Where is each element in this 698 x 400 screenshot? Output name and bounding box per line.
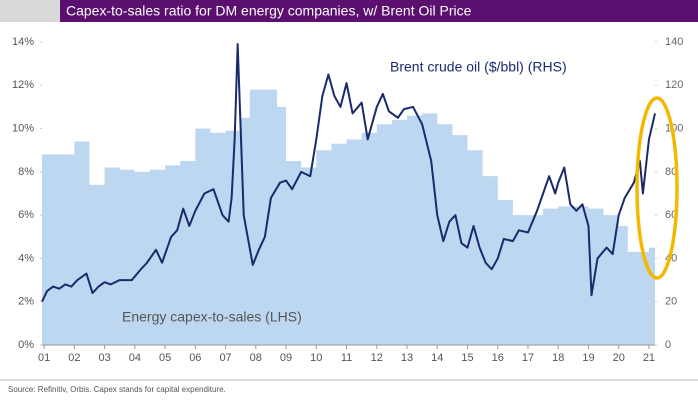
- y-tick-label: 2%: [18, 296, 34, 308]
- y2-tick-label: 0: [665, 339, 671, 351]
- highlight-ellipse: [635, 96, 679, 280]
- x-tick-label: 18: [552, 352, 564, 364]
- x-tick-label: 05: [159, 352, 171, 364]
- line-annotation: Brent crude oil ($/bbl) (RHS): [390, 59, 567, 75]
- area: [42, 89, 655, 345]
- y-tick-label: 4%: [18, 252, 34, 264]
- chart-title: Capex-to-sales ratio for DM energy compa…: [66, 3, 472, 19]
- source: Source: Refinitiv, Orbis. Capex stands f…: [8, 385, 226, 394]
- area-annotation: Energy capex-to-sales (LHS): [122, 309, 302, 325]
- y-tick-label: 10%: [12, 122, 34, 134]
- y-tick-label: 6%: [18, 209, 34, 221]
- x-tick-label: 03: [98, 352, 110, 364]
- x-tick-label: 20: [613, 352, 625, 364]
- y-tick-label: 14%: [12, 36, 34, 48]
- y2-tick-label: 100: [665, 122, 683, 134]
- x-tick-label: 02: [68, 352, 80, 364]
- x-tick-label: 19: [582, 352, 594, 364]
- line: [41, 43, 656, 303]
- plot: 01 02 03 04 05 06 07 08 09 10 11 12 13 14 15 16 17 18 19 20…: [12, 36, 683, 364]
- x-tick-label: 04: [129, 352, 141, 364]
- x-tick-label: 21: [643, 352, 655, 364]
- x-tick-label: 09: [280, 352, 292, 364]
- y-tick-label: 12%: [12, 79, 34, 91]
- x-tick-label: 07: [219, 352, 231, 364]
- title-bar: [60, 0, 698, 22]
- y2-tick-label: 120: [665, 79, 683, 91]
- x-tick-label: 01: [38, 352, 50, 364]
- x-tick-label: 10: [310, 352, 322, 364]
- x-tick-label: 12: [371, 352, 383, 364]
- x-tick-label: 17: [522, 352, 534, 364]
- y-tick-label: 0%: [18, 339, 34, 351]
- y2-tick-label: 80: [665, 166, 677, 178]
- x-tick-label: 15: [461, 352, 473, 364]
- x-tick-label: 13: [401, 352, 413, 364]
- y2-tick-label: 20: [665, 296, 677, 308]
- x-tick-label: 06: [189, 352, 201, 364]
- x-tick-label: 14: [431, 352, 443, 364]
- header-box: [0, 0, 60, 22]
- x-tick-label: 16: [492, 352, 504, 364]
- x-tick-label: 11: [341, 352, 352, 364]
- y-tick-label: 8%: [18, 166, 34, 178]
- x-tick-label: 08: [250, 352, 262, 364]
- y2-tick-label: 140: [665, 36, 683, 48]
